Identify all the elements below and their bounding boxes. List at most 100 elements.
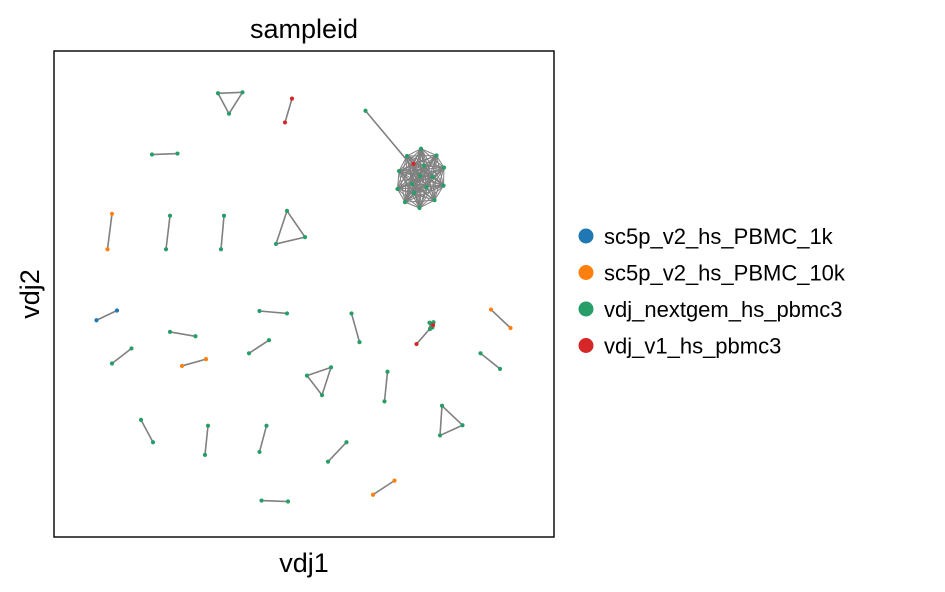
- graph-edge: [259, 310, 288, 315]
- cluster-edge: [397, 171, 400, 190]
- cluster-edge: [419, 199, 435, 209]
- graph-edge: [383, 371, 389, 402]
- legend-label: sc5p_v2_hs_PBMC_10k: [604, 261, 846, 286]
- cluster-edge: [398, 170, 415, 194]
- data-point: [257, 449, 262, 455]
- data-point: [240, 90, 245, 95]
- data-point: [319, 392, 325, 398]
- data-point: [508, 325, 513, 331]
- data-point: [202, 452, 208, 457]
- data-point: [105, 247, 110, 252]
- data-point: [179, 363, 185, 369]
- data-point: [382, 399, 387, 404]
- data-point: [282, 120, 288, 125]
- data-point: [215, 91, 221, 96]
- cluster-edge: [397, 188, 406, 203]
- data-point: [129, 346, 134, 351]
- cluster-edge: [420, 148, 437, 156]
- data-point: [488, 307, 494, 312]
- cluster-data-point: [396, 168, 402, 174]
- cluster-data-point: [441, 165, 447, 170]
- data-point: [284, 311, 290, 316]
- cluster-data-point: [395, 186, 400, 192]
- cluster-edge: [423, 165, 427, 188]
- data-point: [357, 340, 362, 345]
- data-point: [430, 323, 436, 328]
- graph-edge: [490, 308, 512, 329]
- graph-edge: [275, 210, 288, 245]
- cluster-edge: [398, 163, 414, 172]
- cluster-edge: [419, 185, 444, 209]
- graph-edge: [165, 215, 171, 250]
- graph-edge: [306, 375, 323, 396]
- cluster-edge: [398, 155, 408, 172]
- data-point: [150, 440, 156, 445]
- cluster-edge: [398, 170, 420, 209]
- data-point: [460, 423, 465, 428]
- legend-marker: [578, 228, 594, 244]
- graph-edge: [248, 339, 270, 354]
- data-point: [392, 478, 397, 483]
- legend-label: sc5p_v2_hs_PBMC_1k: [604, 224, 834, 249]
- graph-edge: [220, 215, 225, 250]
- data-point: [302, 235, 308, 240]
- data-point: [138, 417, 144, 422]
- cluster-edge: [404, 163, 414, 203]
- data-point: [439, 403, 445, 408]
- cluster-edge: [432, 176, 435, 201]
- data-point: [478, 351, 483, 356]
- cluster-data-point: [402, 200, 408, 205]
- graph-edge: [228, 91, 244, 115]
- cluster-edge: [413, 163, 433, 178]
- chart-title: sampleid: [250, 14, 358, 44]
- cluster-edge: [404, 201, 420, 209]
- x-axis-label: vdj1: [279, 548, 329, 578]
- data-point: [414, 341, 419, 347]
- graph-edge: [151, 152, 178, 156]
- cluster-edge: [397, 186, 427, 190]
- data-point: [427, 320, 432, 325]
- cluster-data-point: [411, 161, 416, 166]
- graph-edge: [169, 331, 196, 338]
- data-point: [328, 365, 334, 370]
- cluster-data-point: [424, 184, 429, 190]
- cluster-edge: [413, 176, 433, 194]
- data-point: [370, 492, 376, 497]
- cluster-edge: [419, 175, 444, 187]
- data-point: [284, 208, 290, 213]
- cluster-edge: [406, 155, 425, 167]
- data-point: [264, 423, 269, 428]
- cluster-edge: [406, 148, 422, 157]
- graph-edge: [275, 236, 306, 245]
- data-point: [325, 459, 331, 464]
- data-point: [385, 369, 390, 374]
- cluster-data-point: [418, 146, 424, 151]
- graph-edge: [439, 405, 443, 436]
- graph-edge: [217, 92, 230, 115]
- cluster-data-point: [417, 205, 422, 211]
- graph-edge: [217, 91, 243, 95]
- data-point: [218, 247, 224, 252]
- cluster-edge: [404, 155, 408, 203]
- graph-edge: [111, 347, 132, 365]
- cluster-data-point: [404, 153, 410, 159]
- data-point: [205, 423, 211, 428]
- legend-label: vdj_v1_hs_pbmc3: [604, 334, 781, 359]
- graph-edge: [327, 441, 348, 463]
- cluster-edge: [406, 155, 445, 169]
- cluster-data-point: [441, 183, 446, 188]
- data-point: [273, 241, 279, 247]
- cluster-edge: [423, 165, 433, 178]
- data-point: [304, 373, 310, 378]
- cluster-edge: [413, 186, 427, 194]
- cluster-data-point: [421, 163, 427, 168]
- data-point: [285, 499, 291, 504]
- graph-edge: [321, 367, 332, 396]
- cluster-data-point: [409, 182, 415, 187]
- graph-edge: [439, 424, 463, 437]
- legend-marker: [578, 265, 594, 280]
- data-point: [289, 96, 295, 101]
- cluster-edge: [398, 170, 433, 178]
- graph-edge: [96, 309, 118, 321]
- data-point: [175, 151, 180, 156]
